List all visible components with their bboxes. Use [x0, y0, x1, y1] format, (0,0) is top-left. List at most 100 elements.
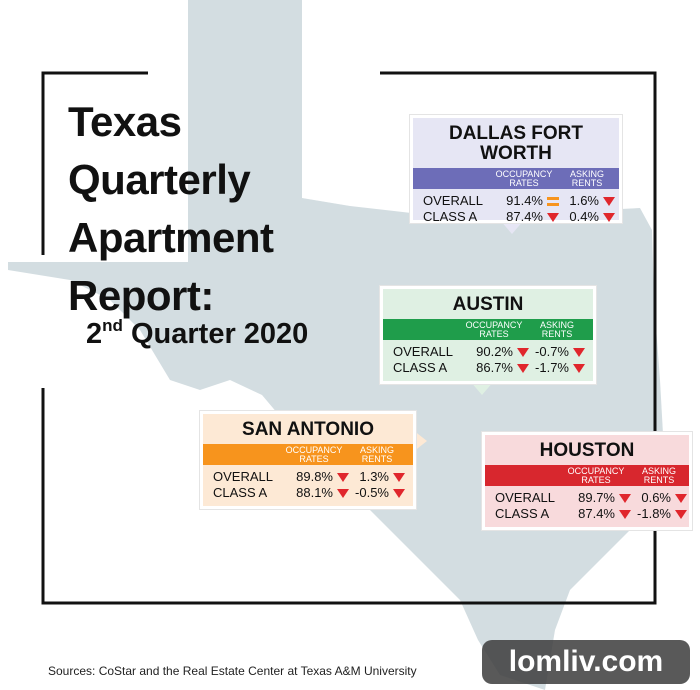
rents-value: 0.6%: [641, 490, 671, 505]
column-header: OCCUPANCY RATES: [495, 169, 553, 188]
trend-icon: [603, 212, 615, 222]
title-line: Quarterly: [68, 156, 251, 203]
trend-icon: [393, 488, 405, 498]
watermark: lomliv.com: [482, 640, 690, 684]
rents-value: -0.7%: [535, 344, 569, 359]
occupancy-value: 86.7%: [476, 360, 513, 375]
row-label: CLASS A: [495, 506, 550, 521]
occupancy-cell: 87.4%: [489, 209, 559, 225]
column-header-bar: OCCUPANCY RATES ASKING RENTS: [485, 465, 689, 486]
occupancy-value: 87.4%: [578, 506, 615, 521]
column-header-bar: OCCUPANCY RATES ASKING RENTS: [413, 168, 619, 189]
source-note: Sources: CoStar and the Real Estate Cent…: [48, 664, 417, 678]
card-pointer: [470, 381, 494, 395]
occupancy-value: 88.1%: [296, 485, 333, 500]
card-pointer: [413, 430, 427, 452]
occupancy-cell: 89.8%: [279, 469, 349, 485]
column-header: ASKING RENTS: [569, 169, 604, 188]
occupancy-value: 91.4%: [506, 193, 543, 208]
city-name: DALLAS FORT WORTH: [448, 123, 584, 164]
occupancy-value: 89.8%: [296, 469, 333, 484]
occupancy-cell: 90.2%: [459, 344, 529, 360]
city-name: HOUSTON: [539, 440, 635, 461]
title-line: Report:: [68, 272, 214, 319]
data-row: OVERALL 91.4% 1.6%: [413, 193, 619, 209]
row-label: CLASS A: [423, 209, 478, 224]
rents-value: 1.6%: [569, 193, 599, 208]
row-label: CLASS A: [393, 360, 448, 375]
data-row: CLASS A 87.4% -1.8%: [485, 506, 689, 522]
column-header: ASKING RENTS: [359, 445, 394, 464]
trend-icon: [337, 488, 349, 498]
rents-cell: -1.8%: [631, 506, 687, 522]
data-row: CLASS A 87.4% 0.4%: [413, 209, 619, 225]
city-card: DALLAS FORT WORTH OCCUPANCY RATES ASKING R…: [410, 115, 622, 225]
spacer: [413, 168, 489, 189]
data-row: OVERALL 89.7% 0.6%: [485, 490, 689, 506]
occupancy-cell: 86.7%: [459, 360, 529, 376]
rents-cell: -1.7%: [529, 360, 585, 376]
rents-cell: -0.7%: [529, 344, 585, 360]
rents-cell: 1.3%: [349, 469, 405, 485]
occupancy-cell: 87.4%: [561, 506, 631, 522]
data-row: OVERALL 90.2% -0.7%: [383, 344, 593, 360]
row-label: OVERALL: [423, 193, 483, 208]
trend-icon: [573, 363, 585, 373]
trend-icon: [675, 493, 687, 503]
rents-value: -0.5%: [355, 485, 389, 500]
rents-value: -1.8%: [637, 506, 671, 521]
spacer: [485, 465, 561, 486]
rents-cell: 0.4%: [559, 209, 615, 225]
occupancy-cell: 88.1%: [279, 485, 349, 501]
spacer: [203, 444, 279, 465]
rents-cell: -0.5%: [349, 485, 405, 501]
row-label: CLASS A: [213, 485, 268, 500]
occupancy-value: 90.2%: [476, 344, 513, 359]
occupancy-cell: 89.7%: [561, 490, 631, 506]
frame: [41, 71, 657, 605]
city-card: SAN ANTONIO OCCUPANCY RATES ASKING RENTS OV…: [200, 411, 416, 509]
row-label: OVERALL: [495, 490, 555, 505]
card-pointer: [500, 220, 524, 234]
trend-icon: [573, 347, 585, 357]
column-header: OCCUPANCY RATES: [567, 466, 625, 485]
rents-value: 0.4%: [569, 209, 599, 224]
subtitle: 2nd Quarter 2020: [86, 316, 309, 350]
rents-value: 1.3%: [359, 469, 389, 484]
city-name: AUSTIN: [452, 294, 524, 315]
city-card: AUSTIN OCCUPANCY RATES ASKING RENTS OVERALL…: [380, 286, 596, 384]
trend-icon: [517, 347, 529, 357]
trend-icon: [619, 493, 631, 503]
occupancy-cell: 91.4%: [489, 193, 559, 209]
trend-icon: [547, 196, 559, 206]
data-row: OVERALL 89.8% 1.3%: [203, 469, 413, 485]
data-row: CLASS A 86.7% -1.7%: [383, 360, 593, 376]
trend-icon: [619, 509, 631, 519]
trend-icon: [393, 472, 405, 482]
column-header: OCCUPANCY RATES: [285, 445, 343, 464]
occupancy-value: 89.7%: [578, 490, 615, 505]
trend-icon: [547, 212, 559, 222]
occupancy-value: 87.4%: [506, 209, 543, 224]
row-label: OVERALL: [393, 344, 453, 359]
column-header-bar: OCCUPANCY RATES ASKING RENTS: [203, 444, 413, 465]
trend-icon: [517, 363, 529, 373]
trend-icon: [337, 472, 349, 482]
row-label: OVERALL: [213, 469, 273, 484]
column-header: OCCUPANCY RATES: [465, 320, 523, 339]
trend-icon: [603, 196, 615, 206]
column-header: ASKING RENTS: [539, 320, 574, 339]
rents-value: -1.7%: [535, 360, 569, 375]
city-card: HOUSTON OCCUPANCY RATES ASKING RENTS OVERAL…: [482, 432, 692, 530]
title-line: Texas: [68, 98, 182, 145]
spacer: [383, 319, 459, 340]
rents-cell: 1.6%: [559, 193, 615, 209]
column-header-bar: OCCUPANCY RATES ASKING RENTS: [383, 319, 593, 340]
rents-cell: 0.6%: [631, 490, 687, 506]
city-name: SAN ANTONIO: [242, 419, 374, 440]
column-header: ASKING RENTS: [641, 466, 676, 485]
data-row: CLASS A 88.1% -0.5%: [203, 485, 413, 501]
title-line: Apartment: [68, 214, 274, 261]
trend-icon: [675, 509, 687, 519]
